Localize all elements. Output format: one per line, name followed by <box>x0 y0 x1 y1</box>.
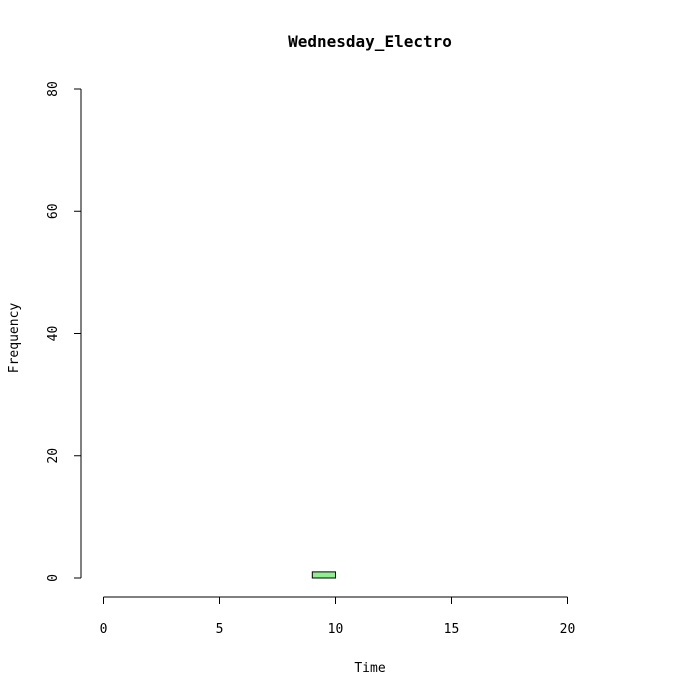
x-tick-label: 15 <box>444 622 460 637</box>
x-tick-label: 20 <box>560 622 576 637</box>
y-tick-label: 40 <box>46 326 61 342</box>
histogram-bars <box>311 571 336 579</box>
y-tick-label: 60 <box>46 203 61 219</box>
y-tick-label: 20 <box>46 448 61 464</box>
x-axis-label: Time <box>354 661 385 676</box>
y-tick-label: 0 <box>46 574 61 582</box>
histogram-bar <box>311 571 336 579</box>
y-axis-label: Frequency <box>7 303 22 374</box>
y-axis: 0 20 40 60 80 <box>46 81 82 582</box>
x-axis: 0 5 10 15 20 <box>100 596 576 637</box>
chart-title: Wednesday_Electro <box>288 32 452 51</box>
x-tick-label: 10 <box>328 622 344 637</box>
x-tick-label: 0 <box>100 622 108 637</box>
x-tick-label: 5 <box>216 622 224 637</box>
y-tick-label: 80 <box>46 81 61 97</box>
